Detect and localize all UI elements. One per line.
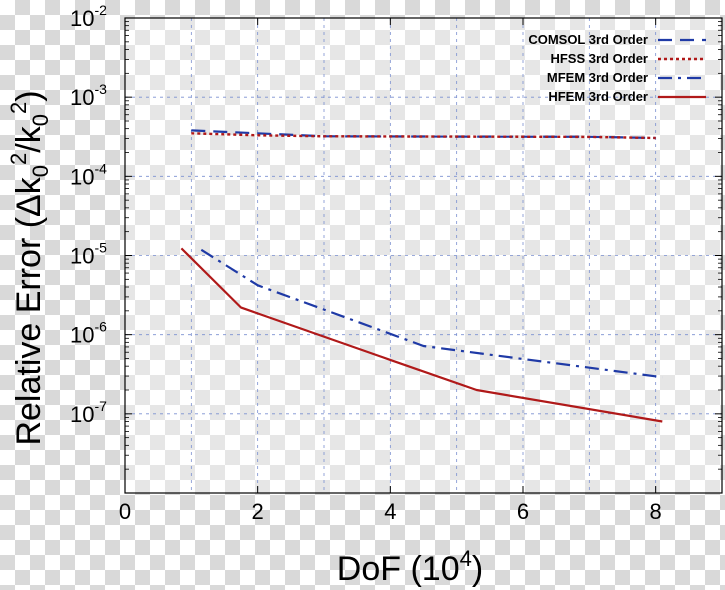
y-axis-label-end: )	[10, 90, 48, 101]
y-axis-label: Relative Error (Δk02/k02)	[6, 90, 53, 445]
x-tick-label-6: 6	[517, 499, 529, 524]
x-axis-label-sup: 4	[460, 546, 472, 571]
y-axis-label-mid: /k	[10, 125, 48, 152]
series-line-3	[180, 247, 663, 423]
axes: 0 2 4 6 8 10-2 10-3 10-4 10-5 10-6 10-7	[70, 2, 722, 524]
y-tick-label--5: 10-5	[70, 240, 107, 269]
y-tick-label--6: 10-6	[70, 319, 107, 348]
y-tick-label--2: 10-2	[70, 2, 107, 31]
series-lines	[180, 129, 663, 423]
y-axis-label-sub2: 0	[28, 114, 53, 126]
y-tick-label--7: 10-7	[70, 398, 107, 427]
y-axis-label-sub: 0	[28, 165, 53, 177]
legend-label-1: HFSS 3rd Order	[550, 51, 648, 66]
x-tick-label-2: 2	[252, 499, 264, 524]
y-axis-label-sup2: 2	[6, 102, 31, 114]
legend-label-0: COMSOL 3rd Order	[528, 32, 648, 47]
y-tick-label--3: 10-3	[70, 81, 107, 110]
legend-label-3: HFEM 3rd Order	[548, 89, 648, 104]
series-line-1	[191, 132, 656, 140]
series-line-2	[200, 248, 663, 379]
x-tick-label-4: 4	[384, 499, 396, 524]
y-tick-label--4: 10-4	[70, 160, 107, 189]
x-tick-label-0: 0	[119, 499, 131, 524]
y-axis-label-sup: 2	[6, 153, 31, 165]
x-tick-label-8: 8	[650, 499, 662, 524]
x-axis-label-suffix: )	[472, 550, 483, 588]
legend-label-2: MFEM 3rd Order	[547, 70, 648, 85]
x-axis-label: DoF (104)	[337, 546, 483, 588]
legend: COMSOL 3rd Order HFSS 3rd Order MFEM 3rd O…	[528, 32, 706, 104]
